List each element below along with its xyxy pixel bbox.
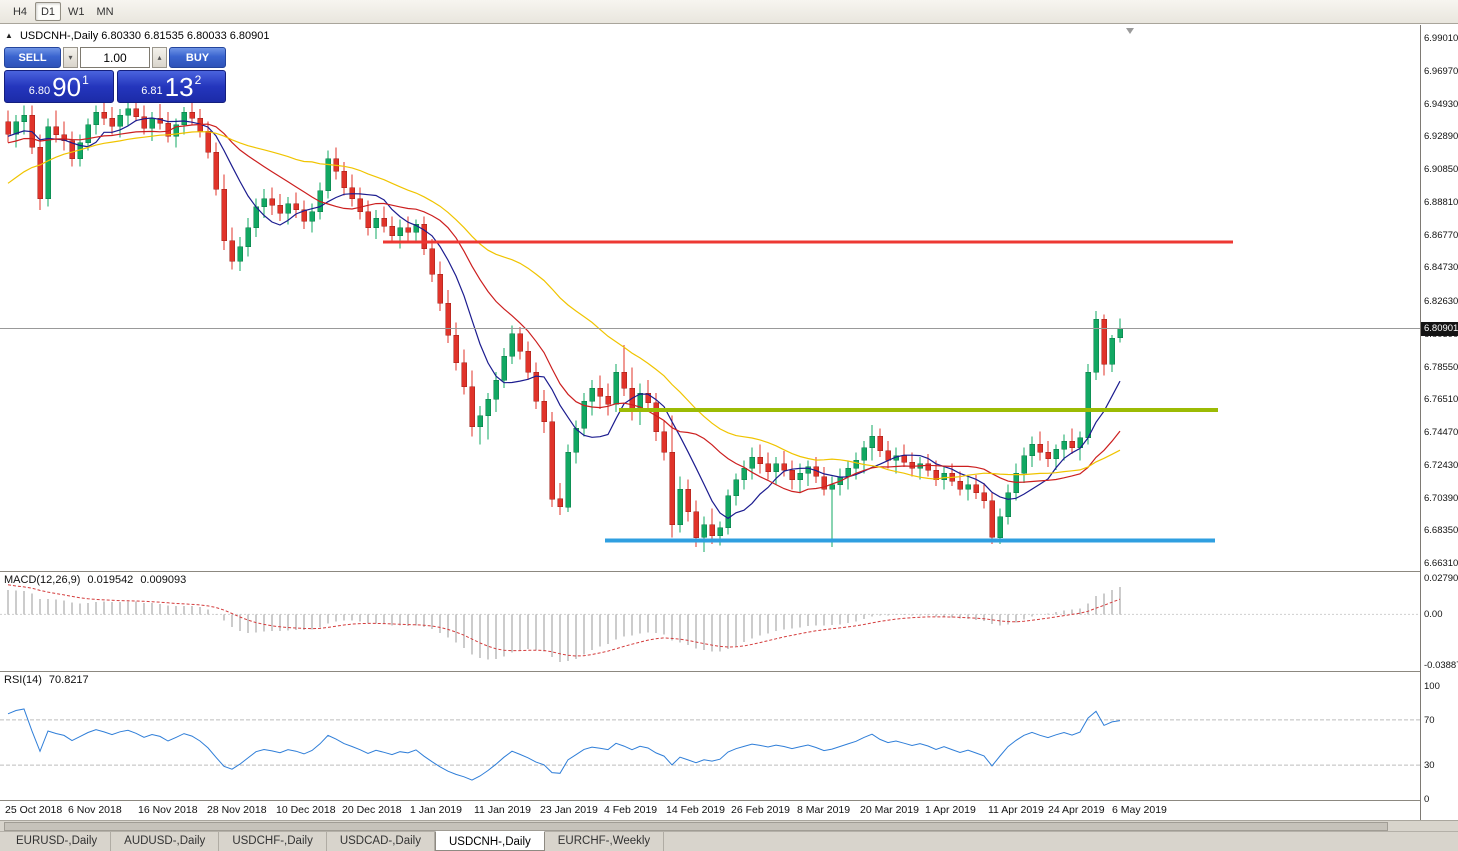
date-axis-label: 20 Mar 2019: [860, 804, 919, 816]
price-axis-label: 6.74470: [1424, 427, 1458, 438]
rsi-indicator-panel[interactable]: RSI(14) 70.8217: [0, 672, 1420, 800]
rsi-chart[interactable]: [0, 672, 1420, 800]
buy-price-prefix: 6.81: [141, 85, 163, 97]
date-axis-label: 1 Apr 2019: [925, 804, 976, 816]
autoscroll-marker-icon: [1126, 28, 1134, 34]
volume-increase-button[interactable]: ▴: [152, 47, 167, 68]
price-axis-label: 6.90850: [1424, 164, 1458, 175]
date-axis-label: 10 Dec 2018: [276, 804, 336, 816]
macd-axis-label: -0.03887: [1424, 660, 1458, 671]
symbol-tab-usdcad[interactable]: USDCAD-,Daily: [327, 832, 435, 851]
panel-divider[interactable]: [0, 671, 1458, 672]
date-axis-label: 4 Feb 2019: [604, 804, 658, 816]
date-axis-label: 25 Oct 2018: [5, 804, 63, 816]
symbol-tab-eurchf[interactable]: EURCHF-,Weekly: [545, 832, 665, 851]
symbol-tab-eurusd[interactable]: EURUSD-,Daily: [3, 832, 112, 851]
sell-price-prefix: 6.80: [28, 85, 51, 97]
timeframe-toolbar: H4 D1 W1 MN: [0, 0, 1458, 24]
chart-title: ▲ USDCNH-,Daily 6.80330 6.81535 6.80033 …: [5, 30, 270, 42]
rsi-axis-label: 30: [1424, 760, 1435, 772]
date-axis-label: 11 Apr 2019: [988, 804, 1044, 816]
buy-button[interactable]: BUY: [169, 47, 226, 68]
symbol-tab-audusd[interactable]: AUDUSD-,Daily: [111, 832, 220, 851]
sell-button[interactable]: SELL: [4, 47, 61, 68]
price-axis-label: 6.72430: [1424, 459, 1458, 471]
price-axis[interactable]: 6.80901 6.99010 6.96970 6.94930 6.92890 6.90…: [1420, 25, 1458, 820]
macd-axis-label: 0.00: [1424, 609, 1443, 621]
sell-price-point: 1: [82, 73, 89, 87]
panel-divider[interactable]: [0, 571, 1458, 572]
price-axis-label: 6.88810: [1424, 196, 1458, 208]
price-axis-label: 6.84730: [1424, 262, 1458, 274]
current-price-badge: 6.80901: [1421, 321, 1458, 336]
date-axis-label: 28 Nov 2018: [207, 804, 267, 816]
price-axis-label: 6.86770: [1424, 229, 1458, 241]
chart-ohlc-label: 6.80330 6.81535 6.80033 6.80901: [101, 30, 270, 42]
date-axis-label: 16 Nov 2018: [138, 804, 198, 816]
symbol-tab-usdchf[interactable]: USDCHF-,Daily: [219, 832, 327, 851]
chart-symbol-label: USDCNH-,Daily: [19, 30, 99, 42]
date-axis-label: 24 Apr 2019: [1048, 804, 1105, 816]
horizontal-scrollbar[interactable]: [0, 820, 1458, 831]
date-axis-label: 8 Mar 2019: [797, 804, 851, 816]
macd-indicator-panel[interactable]: MACD(12,26,9) 0.019542 0.009093: [0, 572, 1420, 671]
date-axis-label: 1 Jan 2019: [410, 804, 462, 816]
scrollbar-thumb[interactable]: [4, 822, 1388, 831]
sell-price-button[interactable]: 6.80 90 1: [4, 70, 114, 103]
main-chart-panel[interactable]: ▲ USDCNH-,Daily 6.80330 6.81535 6.80033 …: [0, 25, 1420, 571]
rsi-axis-label: 0: [1424, 794, 1430, 805]
price-axis-label: 6.68350: [1424, 525, 1458, 537]
date-axis-label: 26 Feb 2019: [731, 804, 790, 816]
timeframe-button-h4[interactable]: H4: [12, 5, 28, 18]
panel-divider: [0, 800, 1458, 801]
macd-chart[interactable]: [0, 572, 1420, 671]
collapse-trade-panel-icon[interactable]: ▲: [5, 31, 13, 40]
buy-price-button[interactable]: 6.81 13 2: [116, 70, 226, 103]
symbol-tab-usdcnh[interactable]: USDCNH-,Daily: [434, 831, 545, 851]
one-click-trading-panel: SELL ▾ 1.00 ▴ BUY 6.80 90 1 6.81 13 2: [4, 47, 226, 103]
volume-decrease-button[interactable]: ▾: [63, 47, 78, 68]
timeframe-button-mn[interactable]: MN: [96, 5, 114, 18]
price-axis-label: 6.82630: [1424, 296, 1458, 307]
date-axis-label: 11 Jan 2019: [474, 804, 532, 816]
date-axis[interactable]: 25 Oct 2018 6 Nov 2018 16 Nov 2018 28 Nov 2…: [0, 801, 1420, 820]
price-axis-label: 6.70390: [1424, 492, 1458, 504]
rsi-axis-label: 100: [1424, 681, 1440, 692]
date-axis-label: 14 Feb 2019: [666, 804, 725, 816]
price-axis-label: 6.66310: [1424, 558, 1458, 569]
macd-label: MACD(12,26,9) 0.019542 0.009093: [4, 574, 187, 586]
date-axis-label: 23 Jan 2019: [540, 804, 598, 816]
timeframe-button-d1[interactable]: D1: [35, 2, 61, 21]
date-axis-label: 6 May 2019: [1112, 804, 1167, 816]
price-axis-label: 6.96970: [1424, 65, 1458, 77]
price-axis-label: 6.76510: [1424, 394, 1458, 406]
timeframe-button-w1[interactable]: W1: [68, 5, 85, 18]
buy-price-point: 2: [194, 73, 202, 87]
rsi-label: RSI(14) 70.8217: [4, 674, 89, 686]
price-axis-label: 6.92890: [1424, 131, 1458, 143]
volume-input[interactable]: 1.00: [80, 47, 150, 68]
chart-tab-bar: EURUSD-,Daily AUDUSD-,Daily USDCHF-,Daily U…: [0, 831, 1458, 851]
sell-price-pips: 90: [52, 72, 82, 102]
candlestick-chart[interactable]: [0, 25, 1420, 571]
price-axis-label: 6.94930: [1424, 98, 1458, 110]
rsi-axis-label: 70: [1424, 714, 1435, 726]
price-axis-label: 6.99010: [1424, 33, 1458, 44]
date-axis-label: 6 Nov 2018: [68, 804, 122, 816]
macd-axis-label: 0.027908: [1424, 573, 1458, 584]
date-axis-label: 20 Dec 2018: [342, 804, 402, 816]
price-axis-label: 6.78550: [1424, 361, 1458, 373]
buy-price-pips: 13: [164, 72, 194, 102]
